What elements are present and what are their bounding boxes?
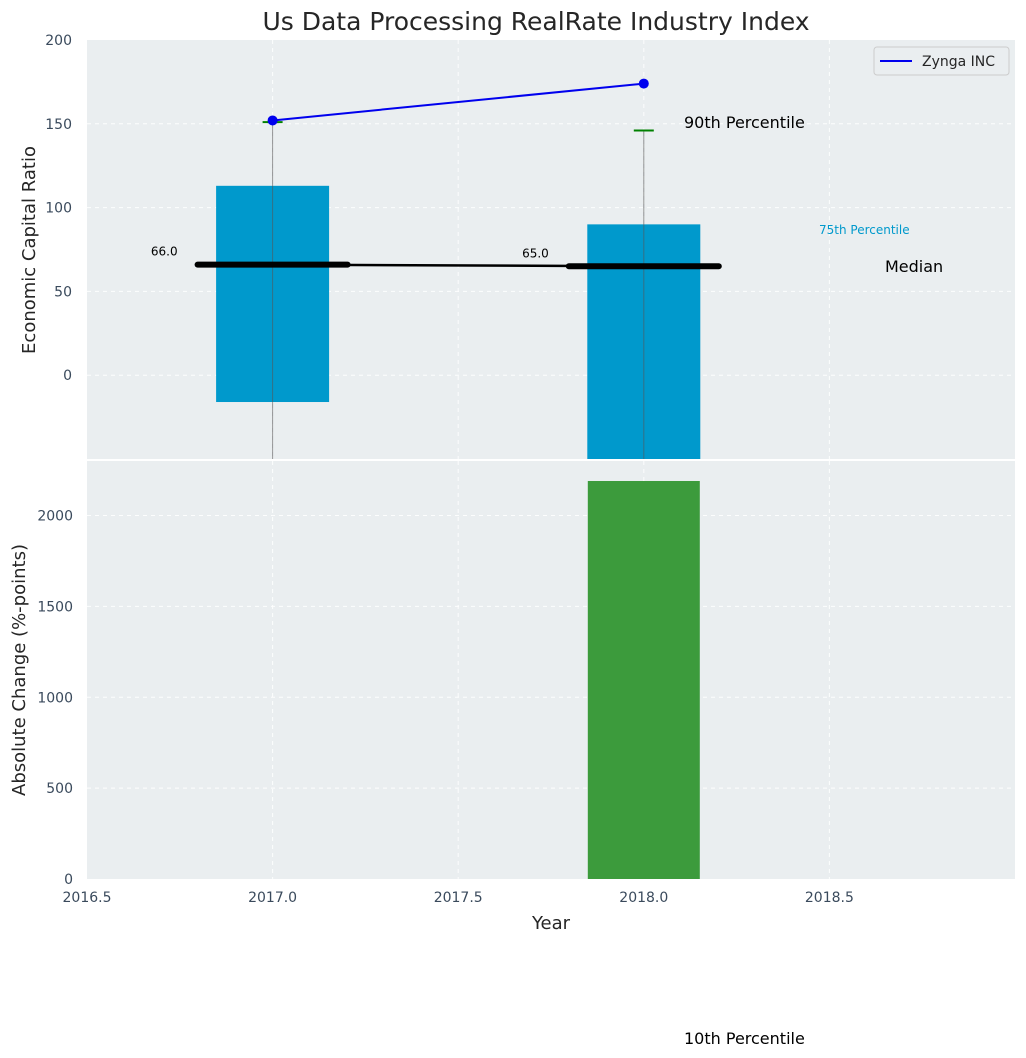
zynga-series-point [267, 115, 278, 126]
top-y-tick-label: 200 [45, 33, 72, 49]
x-tick-label: 2017.5 [434, 890, 483, 906]
top-y-axis-label: Economic Capital Ratio [19, 146, 40, 354]
legend-label: Zynga INC [922, 54, 995, 70]
annotation-p75: 75th Percentile [819, 223, 910, 237]
annotation-median: Median [885, 257, 943, 276]
bottom-y-axis-label: Absolute Change (%-points) [9, 544, 30, 796]
x-tick-label: 2017.0 [248, 890, 297, 906]
legend-box [873, 46, 1010, 76]
x-tick-label: 2018.0 [619, 890, 668, 906]
median-value-label: 66.0 [151, 245, 178, 259]
annotation-p90: 90th Percentile [684, 113, 805, 132]
chart-title: Us Data Processing RealRate Industry Ind… [262, 7, 809, 36]
bottom-y-tick-label: 2000 [37, 509, 73, 525]
change-bar [587, 480, 700, 879]
legend: Zynga INC [873, 46, 1010, 76]
bottom-y-tick-label: 0 [64, 872, 73, 888]
zynga-series-point [638, 78, 649, 89]
top-y-tick-label: 150 [45, 117, 72, 133]
median-line [272, 263, 644, 268]
bottom-plot-area [87, 461, 1015, 879]
top-y-tick-label: 100 [45, 201, 72, 217]
bottom-y-tick-label: 1000 [37, 690, 73, 706]
x-axis-label: Year [531, 913, 571, 934]
top-panel: 0 50 100 150 200 66.0 65.0 90th Percentile 75th … [45, 33, 1015, 459]
median-value-label: 65.0 [522, 246, 549, 260]
bottom-y-tick-label: 1500 [37, 599, 73, 615]
bottom-panel: 2016.5 2017.0 2017.5 2018.0 2018.5 0 500 1000 15… [37, 461, 1015, 906]
bottom-y-tick-label: 500 [46, 781, 73, 797]
x-tick-label: 2018.5 [805, 890, 854, 906]
x-tick-label: 2016.5 [63, 890, 112, 906]
zynga-series-line [272, 82, 644, 122]
top-y-tick-label: 50 [54, 284, 72, 300]
top-y-tick-label: 0 [63, 368, 72, 384]
annotation-p10: 10th Percentile [684, 1029, 805, 1048]
